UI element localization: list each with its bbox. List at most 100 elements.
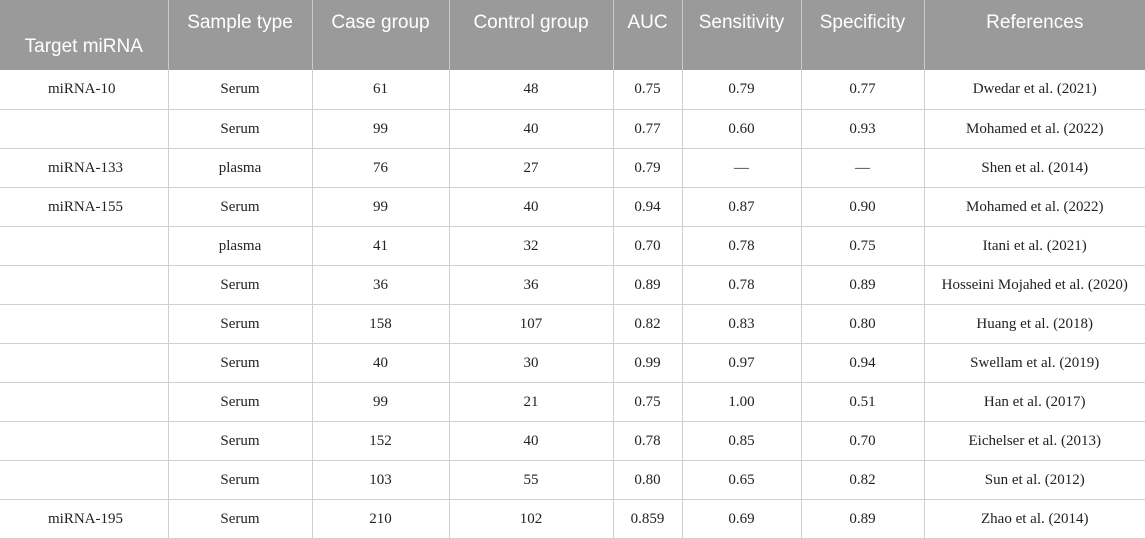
cell-sample-type: Serum [167,382,312,422]
cell-target-mirna [0,265,168,305]
table-row: Serum 99 21 0.75 1.00 0.51 Han et al. (2017) [0,382,1145,422]
cell-control-group: 30 [448,343,613,383]
cell-reference: Hosseini Mojahed et al. (2020) [923,265,1145,305]
cell-sample-type: Serum [167,421,312,461]
cell-sample-type: Serum [167,109,312,149]
cell-case-group: 41 [311,226,449,266]
cell-control-group: 36 [448,265,613,305]
cell-target-mirna [0,226,168,266]
cell-reference: Eichelser et al. (2013) [923,421,1145,461]
cell-auc: 0.75 [612,382,682,422]
header-sample-type: Sample type [167,0,312,70]
cell-specificity: 0.80 [800,304,924,344]
table-row: plasma 41 32 0.70 0.78 0.75 Itani et al. (2021… [0,226,1145,266]
cell-sensitivity: 0.83 [681,304,801,344]
cell-case-group: 99 [311,382,449,422]
cell-auc: 0.94 [612,187,682,227]
cell-auc: 0.78 [612,421,682,461]
cell-reference: Zhao et al. (2014) [923,499,1145,539]
cell-control-group: 48 [448,70,613,110]
cell-auc: 0.75 [612,70,682,110]
cell-sample-type: Serum [167,304,312,344]
cell-case-group: 76 [311,148,449,188]
cell-control-group: 55 [448,460,613,500]
header-control-group: Control group [448,0,613,70]
table-row: miRNA-133 plasma 76 27 0.79— — Shen et al. (20… [0,148,1145,188]
cell-sensitivity: 0.78 [681,226,801,266]
table-row: Serum 158 107 0.82 0.83 0.80 Huang et al. (201… [0,304,1145,344]
cell-specificity: 0.90 [800,187,924,227]
cell-specificity: 0.82 [800,460,924,500]
cell-case-group: 158 [311,304,449,344]
header-references: References [923,0,1145,70]
cell-sensitivity: 0.60 [681,109,801,149]
cell-auc: 0.77 [612,109,682,149]
cell-target-mirna: miRNA-133 [0,148,168,188]
cell-target-mirna [0,109,168,149]
cell-control-group: 21 [448,382,613,422]
cell-target-mirna [0,343,168,383]
header-auc: AUC [612,0,682,70]
cell-reference: Shen et al. (2014) [923,148,1145,188]
cell-auc: 0.859 [612,499,682,539]
table-row: Serum 40 30 0.99 0.97 0.94 Swellam et al. (201… [0,343,1145,383]
cell-specificity: 0.51 [800,382,924,422]
cell-control-group: 107 [448,304,613,344]
cell-case-group: 103 [311,460,449,500]
cell-sample-type: Serum [167,343,312,383]
cell-case-group: 99 [311,109,449,149]
cell-reference: Swellam et al. (2019) [923,343,1145,383]
cell-sample-type: Serum [167,187,312,227]
cell-auc: 0.70 [612,226,682,266]
header-row: Target miRNA Sample type Case group Cont… [0,0,1145,70]
cell-control-group: 40 [448,109,613,149]
table-row: miRNA-10 Serum 61 48 0.75 0.79 0.77 Dwedar et a… [0,70,1145,110]
cell-auc: 0.89 [612,265,682,305]
cell-target-mirna: miRNA-155 [0,187,168,227]
cell-reference: Mohamed et al. (2022) [923,109,1145,149]
cell-specificity: 0.77 [800,70,924,110]
cell-auc: 0.99 [612,343,682,383]
cell-sensitivity: 1.00 [681,382,801,422]
cell-sensitivity: 0.65 [681,460,801,500]
cell-sensitivity: 0.79 [681,70,801,110]
header-target-mirna: Target miRNA [0,0,168,70]
cell-sample-type: Serum [167,265,312,305]
cell-target-mirna [0,460,168,500]
cell-sensitivity: 0.69 [681,499,801,539]
cell-case-group: 40 [311,343,449,383]
cell-reference: Huang et al. (2018) [923,304,1145,344]
cell-sample-type: plasma [167,226,312,266]
cell-target-mirna: miRNA-195 [0,499,168,539]
cell-control-group: 32 [448,226,613,266]
cell-sensitivity: 0.87 [681,187,801,227]
table-row: Serum 152 40 0.78 0.85 0.70 Eichelser et al. (… [0,421,1145,461]
cell-case-group: 61 [311,70,449,110]
table-row: miRNA-195 Serum 210 102 0.859 0.69 0.89 Zhao et… [0,499,1145,539]
cell-specificity: 0.70 [800,421,924,461]
table-row: Serum 103 55 0.80 0.65 0.82 Sun et al. (2012) [0,460,1145,500]
table-row: miRNA-155 Serum 99 40 0.94 0.87 0.90 Mohamed et… [0,187,1145,227]
header-sensitivity: Sensitivity [681,0,801,70]
cell-control-group: 40 [448,187,613,227]
cell-specificity: 0.89 [800,265,924,305]
cell-case-group: 99 [311,187,449,227]
cell-case-group: 210 [311,499,449,539]
cell-sensitivity: 0.97 [681,343,801,383]
cell-target-mirna [0,382,168,422]
cell-control-group: 102 [448,499,613,539]
table-row: Serum 99 40 0.77 0.60 0.93 Mohamed et al. (202… [0,109,1145,149]
cell-control-group: 27 [448,148,613,188]
cell-auc: 0.79 [612,148,682,188]
cell-auc: 0.82 [612,304,682,344]
cell-reference: Itani et al. (2021) [923,226,1145,266]
table-row: Serum 36 36 0.89 0.78 0.89 Hosseini Mojahed et… [0,265,1145,305]
cell-sensitivity: — [681,148,801,188]
cell-target-mirna [0,421,168,461]
cell-case-group: 152 [311,421,449,461]
cell-reference: Mohamed et al. (2022) [923,187,1145,227]
cell-case-group: 36 [311,265,449,305]
cell-reference: Sun et al. (2012) [923,460,1145,500]
cell-sensitivity: 0.78 [681,265,801,305]
